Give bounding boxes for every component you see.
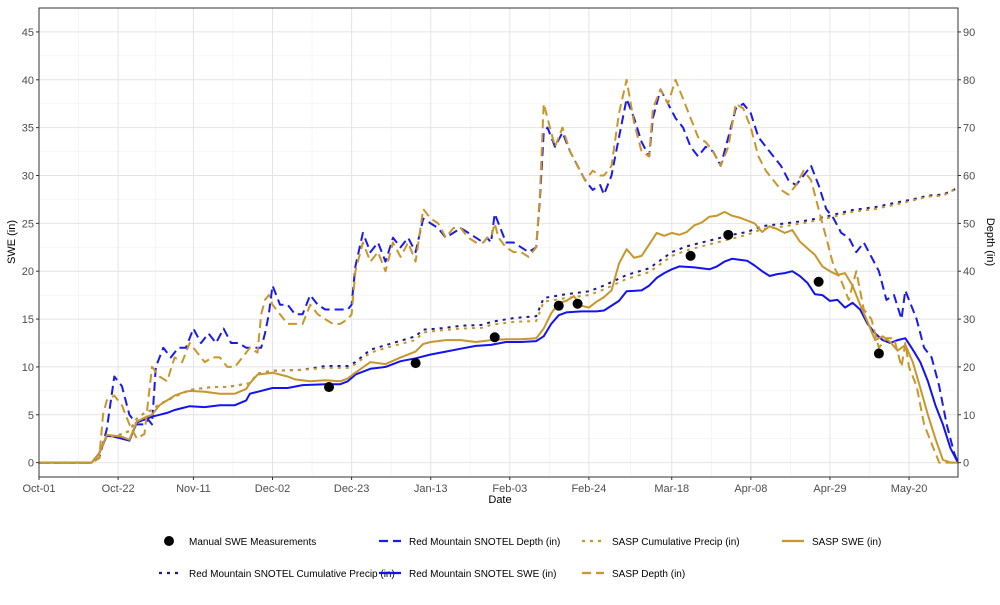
plot-border [38, 7, 959, 478]
x-tick-label: May-20 [891, 483, 928, 495]
series-line-red-mountain-snotel-depth [39, 88, 959, 464]
y-tick-label: 40 [22, 75, 34, 87]
legend-item-red-mountain-snotel-swe: Red Mountain SNOTEL SWE (in) [379, 569, 556, 580]
y2-tick-label: 30 [963, 314, 975, 326]
x-tick-label: Jan-13 [414, 483, 448, 495]
y-tick-label: 10 [22, 362, 34, 374]
y-tick-label: 5 [28, 410, 34, 422]
legend-item-red-mountain-snotel-cumulative-precip: Red Mountain SNOTEL Cumulative Precip (i… [159, 569, 395, 580]
x-tick-label: Apr-29 [813, 483, 846, 495]
x-tick-label: Apr-08 [734, 483, 767, 495]
manual-swe-point [410, 358, 421, 369]
y2-axis-title: Depth (in) [984, 218, 996, 266]
series-line-sasp-depth [39, 78, 958, 464]
y-tick-label: 45 [22, 27, 34, 39]
manual-swe-point [553, 300, 564, 311]
legend-item-sasp-cumulative-precip: SASP Cumulative Precip (in) [582, 537, 740, 548]
y2-tick-label: 80 [963, 75, 975, 87]
grid [38, 8, 958, 477]
legend-label: Red Mountain SNOTEL SWE (in) [409, 569, 556, 580]
y2-tick-label: 0 [963, 458, 969, 470]
x-tick-label: Oct-01 [22, 483, 55, 495]
y2-tick-label: 20 [963, 362, 975, 374]
legend-key-manual-swe [164, 536, 174, 546]
y-tick-label: 0 [28, 458, 34, 470]
legend-item-red-mountain-snotel-depth: Red Mountain SNOTEL Depth (in) [379, 537, 560, 548]
y2-tick-label: 90 [963, 27, 975, 39]
legend-label: SASP Depth (in) [612, 569, 685, 580]
manual-swe-point [685, 250, 696, 261]
manual-swe-point [873, 348, 884, 359]
axes: 0 5 10 15 20 25 30 35 40 45 0 10 20 30 40 50 60 70 80 90 Oct… [22, 27, 976, 495]
manual-swe-point [489, 332, 500, 343]
series-line-red-mountain-snotel-swe [39, 257, 959, 464]
y-tick-label: 30 [22, 171, 34, 183]
y2-tick-label: 50 [963, 218, 975, 230]
x-tick-label: Feb-03 [492, 483, 527, 495]
legend-label: Red Mountain SNOTEL Depth (in) [409, 537, 560, 548]
manual-swe-point [324, 382, 335, 393]
manual-points-layer [324, 229, 884, 393]
x-tick-label: Nov-11 [176, 483, 211, 495]
manual-swe-point [723, 229, 734, 240]
legend-item-manual-swe-measurements: Manual SWE Measurements [164, 536, 316, 548]
y-tick-label: 20 [22, 266, 34, 278]
y2-tick-label: 40 [963, 266, 975, 278]
series-layer [39, 78, 959, 464]
y-tick-label: 35 [22, 123, 34, 135]
x-tick-label: Feb-24 [571, 483, 606, 495]
manual-swe-point [813, 276, 824, 287]
x-tick-label: Mar-18 [654, 483, 689, 495]
legend: Manual SWE Measurements Red Mountain SNOT… [159, 536, 881, 580]
legend-label: Red Mountain SNOTEL Cumulative Precip (i… [189, 569, 395, 580]
y-tick-label: 15 [22, 314, 34, 326]
legend-label: Manual SWE Measurements [189, 537, 316, 548]
legend-item-sasp-depth: SASP Depth (in) [582, 569, 685, 580]
plot-panel [39, 8, 958, 477]
x-axis-title: Date [488, 494, 511, 506]
y2-tick-label: 70 [963, 123, 975, 135]
manual-swe-point [572, 298, 583, 309]
x-tick-label: Dec-02 [255, 483, 290, 495]
y-tick-label: 25 [22, 218, 34, 230]
legend-label: SASP SWE (in) [812, 537, 881, 548]
x-tick-label: Dec-23 [334, 483, 369, 495]
y2-tick-label: 60 [963, 171, 975, 183]
legend-label: SASP Cumulative Precip (in) [612, 537, 740, 548]
y2-tick-label: 10 [963, 410, 975, 422]
x-tick-label: Oct-22 [102, 483, 135, 495]
y-axis-title: SWE (in) [6, 220, 18, 264]
series-line-sasp-swe [39, 210, 958, 464]
legend-item-sasp-swe: SASP SWE (in) [782, 537, 881, 548]
series-line-sasp-cumulative-precip [39, 187, 959, 464]
